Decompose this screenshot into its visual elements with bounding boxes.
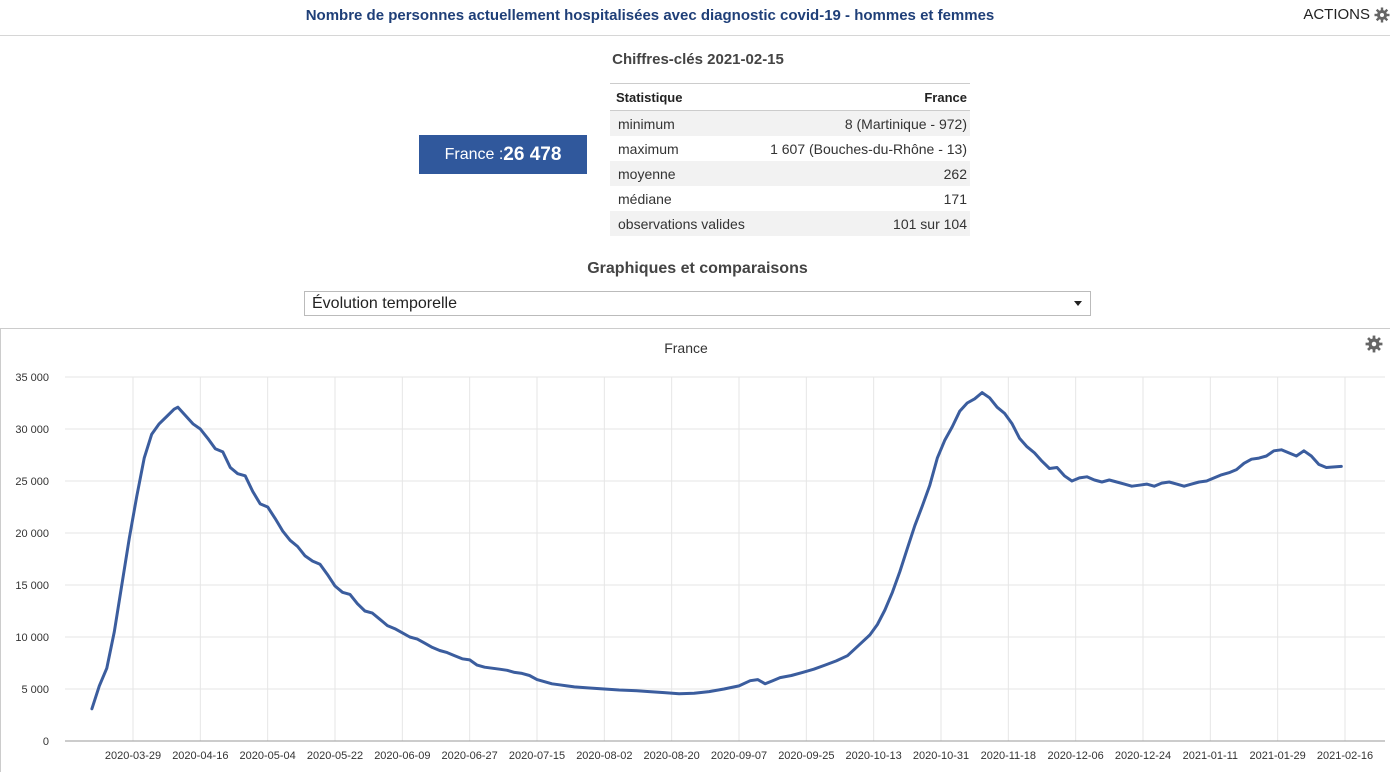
stat-value: 8 (Martinique - 972) (753, 110, 970, 136)
table-row: médiane 171 (610, 186, 970, 211)
x-tick-label: 2020-12-06 (1048, 750, 1104, 762)
table-row: observations valides 101 sur 104 (610, 211, 970, 236)
x-tick-label: 2020-04-16 (172, 750, 228, 762)
france-value-box: France : 26 478 (419, 135, 587, 174)
stat-label: médiane (618, 190, 672, 207)
statistics-table: Statistique France minimum 8 (Martinique… (610, 83, 970, 236)
y-tick-label: 10 000 (15, 632, 49, 644)
chart-settings-gear-icon[interactable] (1365, 335, 1383, 353)
x-tick-label: 2020-08-02 (576, 750, 632, 762)
y-tick-label: 15 000 (15, 580, 49, 592)
x-axis-tick-labels: 2020-03-29 2020-04-16 2020-05-04 2020-05-22… (105, 750, 1373, 762)
x-tick-label: 2020-06-09 (374, 750, 430, 762)
y-tick-label: 25 000 (15, 476, 49, 488)
x-tick-label: 2020-05-22 (307, 750, 363, 762)
y-tick-label: 30 000 (15, 424, 49, 436)
x-tick-label: 2020-05-04 (240, 750, 296, 762)
france-value-label: France : (444, 145, 504, 163)
y-tick-label: 35 000 (15, 372, 49, 384)
france-value: 26 478 (503, 143, 562, 165)
chart-panel (0, 328, 1390, 772)
line-chart: 0 5 000 10 000 15 000 20 000 25 000 30 000 35 0… (15, 340, 1385, 762)
chart-grid (65, 376, 1385, 741)
column-header-france: France (753, 83, 970, 111)
x-tick-label: 2021-01-11 (1183, 750, 1238, 762)
key-figures-title: Chiffres-clés 2021-02-15 (612, 51, 784, 68)
table-row: moyenne 262 (610, 161, 970, 186)
x-tick-label: 2020-11-18 (981, 750, 1036, 762)
y-axis-tick-labels: 0 5 000 10 000 15 000 20 000 25 000 30 000 35 0… (15, 372, 49, 748)
y-tick-label: 20 000 (15, 528, 49, 540)
x-tick-label: 2020-09-25 (778, 750, 834, 762)
actions-button[interactable]: ACTIONS (1303, 6, 1390, 23)
y-tick-label: 5 000 (21, 684, 49, 696)
stat-value: 1 607 (Bouches-du-Rhône - 13) (770, 140, 967, 157)
page-title: Nombre de personnes actuellement hospita… (305, 7, 995, 24)
top-bar: Nombre de personnes actuellement hospita… (0, 0, 1390, 36)
x-tick-label: 2020-09-07 (711, 750, 767, 762)
x-tick-label: 2020-08-20 (644, 750, 700, 762)
table-row: maximum 1 607 (Bouches-du-Rhône - 13) (610, 136, 970, 161)
chart-type-select[interactable]: Évolution temporelle (304, 291, 1091, 316)
stat-value: 171 (943, 190, 967, 207)
x-tick-label: 2021-01-29 (1250, 750, 1306, 762)
stat-value: 101 sur 104 (753, 211, 970, 236)
stat-label: maximum (618, 140, 679, 157)
chart-title: France (664, 340, 708, 356)
chevron-down-icon (1074, 301, 1082, 306)
x-tick-label: 2020-03-29 (105, 750, 161, 762)
x-tick-label: 2020-10-13 (846, 750, 902, 762)
x-tick-label: 2020-07-15 (509, 750, 565, 762)
x-tick-label: 2020-10-31 (913, 750, 969, 762)
stat-label: moyenne (610, 161, 754, 186)
stat-label: observations valides (610, 211, 754, 236)
series-line-france (90, 391, 1343, 711)
column-header-statistique: Statistique (610, 83, 754, 111)
chart-type-selected-value: Évolution temporelle (312, 295, 457, 312)
x-tick-label: 2020-06-27 (442, 750, 498, 762)
stat-label: minimum (610, 110, 754, 136)
stat-value: 262 (753, 161, 970, 186)
table-row: minimum 8 (Martinique - 972) (610, 110, 970, 136)
x-tick-label: 2021-02-16 (1317, 750, 1373, 762)
table-header-row: Statistique France (610, 83, 970, 111)
graphs-title: Graphiques et comparaisons (587, 260, 808, 277)
actions-label: ACTIONS (1303, 6, 1370, 23)
gear-icon (1374, 7, 1390, 22)
x-tick-label: 2020-12-24 (1115, 750, 1171, 762)
y-tick-label: 0 (43, 736, 49, 748)
